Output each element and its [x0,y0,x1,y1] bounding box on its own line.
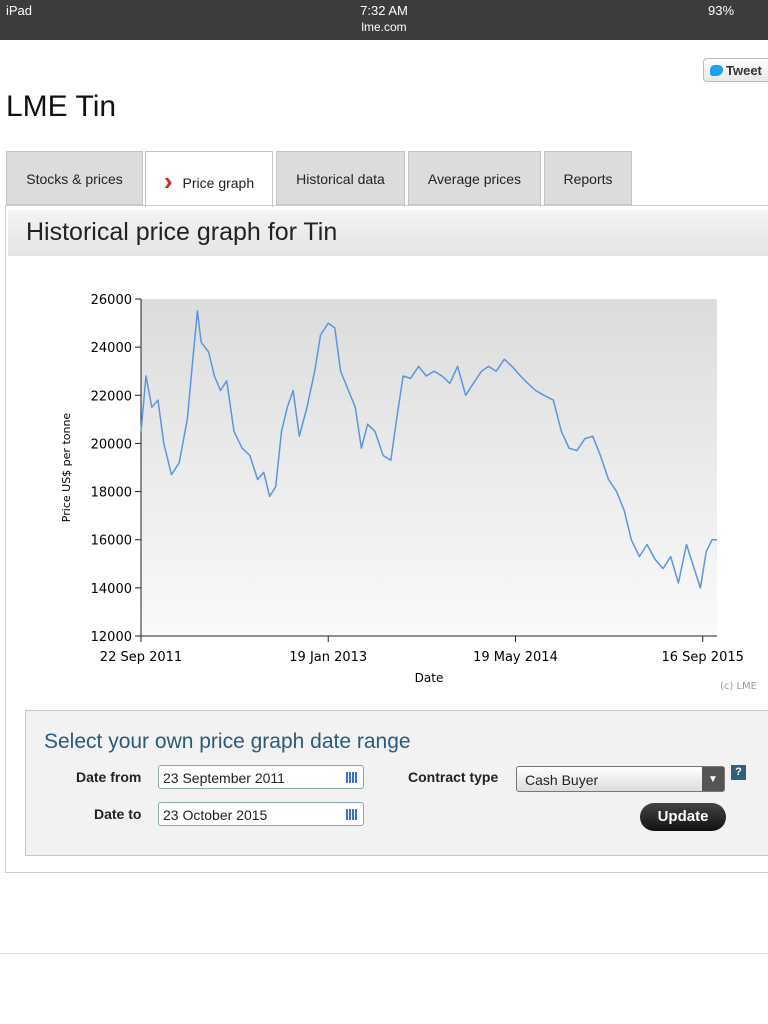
update-button[interactable]: Update [640,803,726,831]
tab[interactable]: Price graph [145,151,273,207]
tab[interactable]: Reports [544,151,632,205]
y-tick-label: 22000 [91,389,132,404]
panel [5,205,768,873]
x-tick-label: 19 Jan 2013 [289,650,367,665]
panel-title: Historical price graph for Tin [26,218,338,246]
y-tick-label: 24000 [91,341,132,356]
battery: 93% [708,3,735,18]
y-tick-label: 14000 [91,582,132,597]
url[interactable]: lme.com [361,20,407,34]
heading: LME Tin [6,90,117,123]
y-tick-label: 26000 [91,293,132,308]
plot-background [141,299,717,636]
price-line [140,310,717,589]
y-tick-label: 16000 [91,534,132,549]
y-tick-label: 18000 [91,486,132,501]
y-tick-label: 20000 [91,437,132,452]
y-axis-label: Price US$ per tonne [60,413,73,523]
x-tick-label: 16 Sep 2015 [662,650,744,665]
credit: (c) LME [720,681,757,692]
help-icon[interactable]: ? [731,765,746,780]
tab[interactable]: Average prices [408,151,541,205]
tab[interactable]: Historical data [276,151,405,205]
x-axis-label: Date [415,671,444,685]
x-tick-label: 19 May 2014 [473,650,558,665]
form-title: Select your own price graph date range [44,730,411,753]
status-bar: iPad 7:32 AM lme.com 93% [0,0,768,40]
y-tick-label: 12000 [91,630,132,645]
label: Contract type [408,769,499,785]
time: 7:32 AM [360,3,408,18]
date-to-input[interactable]: 23 October 2015 [158,802,364,826]
separator [0,953,768,954]
x-tick-label: 22 Sep 2011 [100,650,182,665]
device: iPad [6,3,33,18]
panel-header [8,210,768,256]
label: Date from [76,769,142,785]
contract-select[interactable]: Cash Buyer [516,766,725,792]
label: Date to [94,806,142,822]
tweet-button[interactable]: Tweet [703,58,768,82]
date-from-input[interactable]: 23 September 2011 [158,765,364,789]
tab[interactable]: Stocks & prices [6,151,143,205]
chart: 12000 14000 16000 18000 20000 22000 24000 26000… [60,293,757,692]
